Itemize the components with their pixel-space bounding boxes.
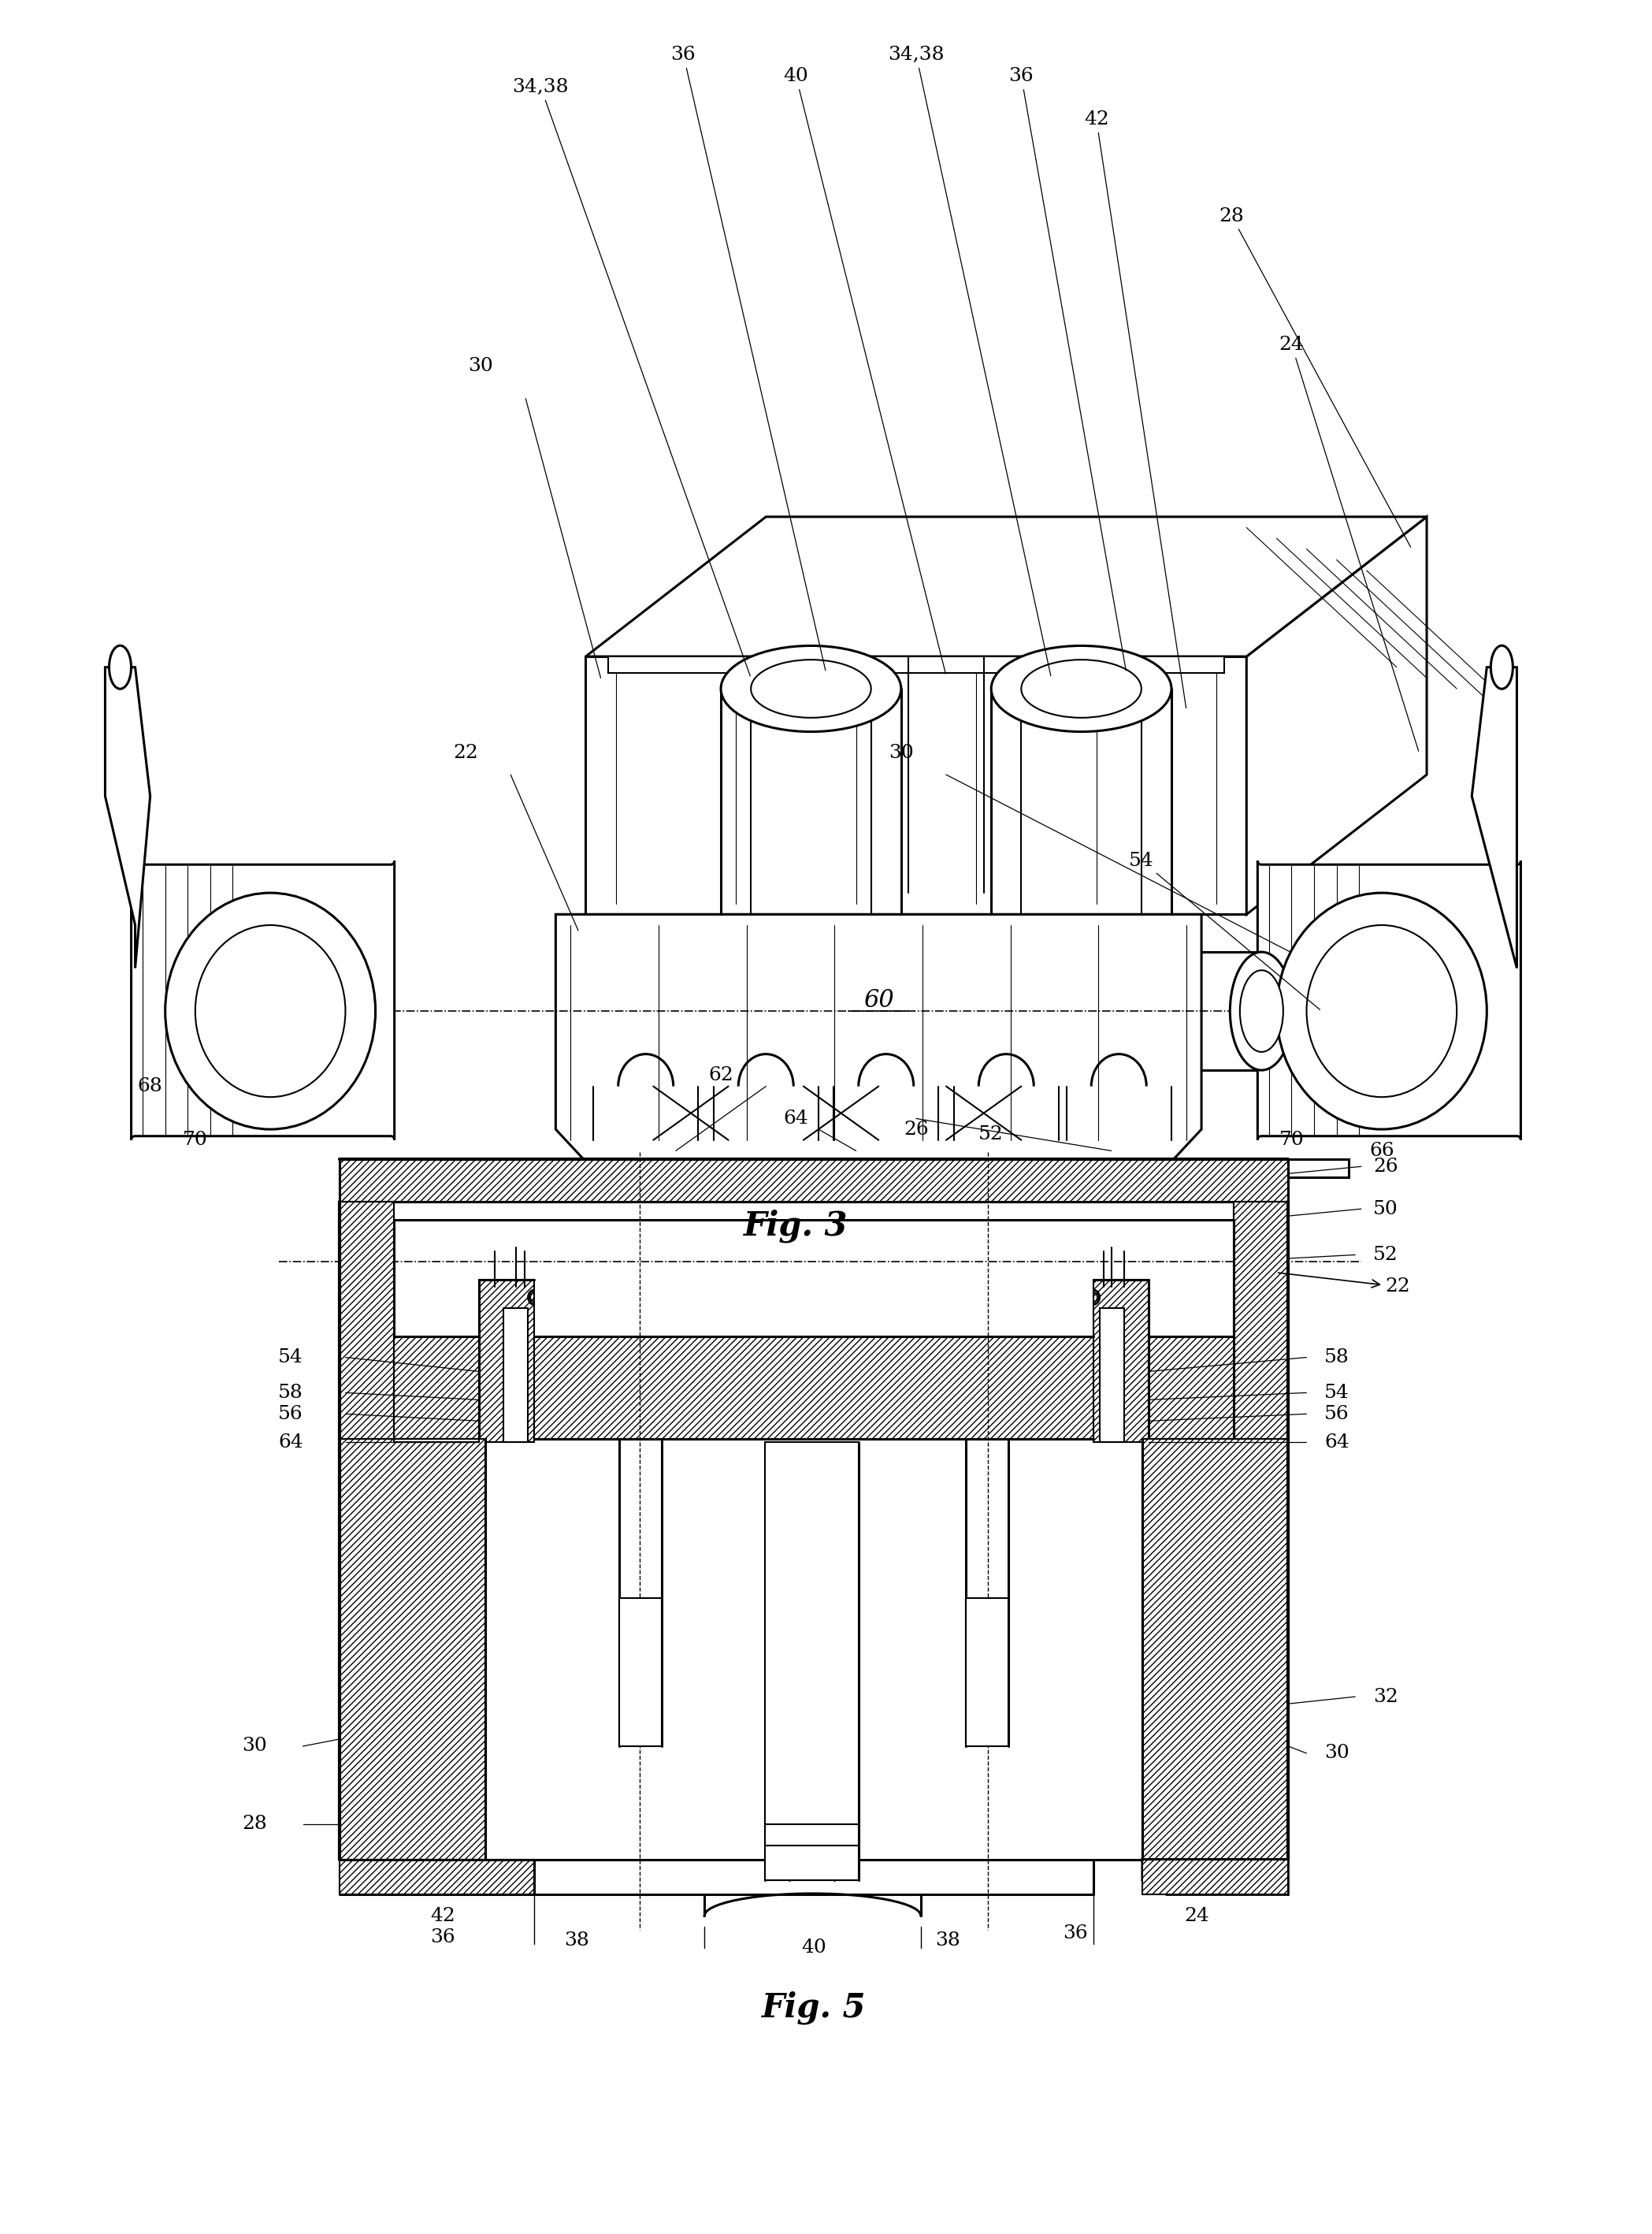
- Text: 36: 36: [1009, 67, 1127, 670]
- Bar: [395, 1336, 534, 1439]
- Ellipse shape: [1021, 659, 1142, 717]
- FancyBboxPatch shape: [1257, 860, 1521, 1139]
- Bar: [339, 1439, 486, 1859]
- Text: 40: 40: [801, 1939, 826, 1957]
- Text: 34,38: 34,38: [887, 45, 1051, 677]
- Text: 54: 54: [1128, 851, 1320, 1010]
- Bar: [1142, 1439, 1289, 1859]
- Bar: [504, 1307, 529, 1443]
- Text: 28: 28: [1219, 208, 1411, 547]
- Text: 70: 70: [183, 1130, 208, 1148]
- Bar: [534, 1336, 1094, 1439]
- Text: 28: 28: [241, 1814, 266, 1834]
- Text: 68: 68: [137, 1077, 162, 1095]
- Text: 30: 30: [468, 357, 492, 375]
- Bar: [1142, 1859, 1289, 1894]
- Ellipse shape: [991, 646, 1171, 733]
- Bar: [966, 1597, 1008, 1747]
- Bar: [608, 657, 1224, 672]
- Bar: [1094, 1280, 1148, 1443]
- Text: 64: 64: [278, 1434, 304, 1452]
- Text: 66: 66: [1370, 1142, 1394, 1159]
- Ellipse shape: [1307, 925, 1457, 1097]
- Text: 32: 32: [1373, 1687, 1398, 1707]
- Text: 22: 22: [453, 744, 477, 762]
- Text: 42: 42: [430, 1908, 456, 1926]
- Text: 58: 58: [278, 1383, 304, 1401]
- Ellipse shape: [752, 659, 871, 717]
- Polygon shape: [1142, 1859, 1289, 1894]
- Ellipse shape: [109, 646, 131, 688]
- Polygon shape: [1247, 516, 1427, 914]
- Text: 40: 40: [783, 67, 945, 675]
- Text: 70: 70: [1279, 1130, 1303, 1148]
- Bar: [765, 1443, 859, 1881]
- Ellipse shape: [1277, 894, 1487, 1130]
- Ellipse shape: [165, 894, 375, 1130]
- Text: 42: 42: [1084, 109, 1186, 708]
- Bar: [339, 1159, 1289, 1202]
- Text: 26: 26: [904, 1119, 928, 1139]
- Text: 50: 50: [1373, 1200, 1398, 1218]
- Text: 26: 26: [1373, 1157, 1398, 1175]
- Bar: [1234, 1202, 1289, 1439]
- Text: 64: 64: [783, 1110, 808, 1128]
- Polygon shape: [1472, 668, 1517, 967]
- Polygon shape: [586, 516, 1427, 657]
- Text: 54: 54: [1325, 1383, 1350, 1401]
- Bar: [1094, 1336, 1234, 1439]
- Text: 36: 36: [430, 1928, 456, 1946]
- Text: Fig. 5: Fig. 5: [762, 1990, 866, 2024]
- Text: 56: 56: [1325, 1405, 1350, 1423]
- Polygon shape: [555, 914, 1201, 1162]
- Bar: [339, 1202, 395, 1439]
- Text: 62: 62: [709, 1066, 733, 1086]
- Text: 34,38: 34,38: [512, 78, 750, 677]
- Bar: [1100, 1307, 1123, 1443]
- Bar: [479, 1280, 534, 1443]
- Text: 36: 36: [671, 45, 826, 670]
- Ellipse shape: [1241, 970, 1284, 1052]
- Text: Fig. 3: Fig. 3: [743, 1209, 847, 1242]
- Text: 58: 58: [1325, 1349, 1350, 1367]
- Text: 30: 30: [1325, 1745, 1350, 1763]
- Polygon shape: [395, 1439, 479, 1443]
- Text: 56: 56: [278, 1405, 304, 1423]
- Text: 30: 30: [241, 1738, 266, 1756]
- Bar: [339, 1859, 534, 1894]
- Polygon shape: [586, 657, 1247, 914]
- Text: 38: 38: [563, 1932, 590, 1950]
- Text: 30: 30: [889, 744, 914, 762]
- Text: 36: 36: [1062, 1923, 1089, 1944]
- Text: 60: 60: [864, 987, 894, 1012]
- Ellipse shape: [720, 646, 900, 733]
- Ellipse shape: [195, 925, 345, 1097]
- Ellipse shape: [1231, 952, 1294, 1070]
- Ellipse shape: [1490, 646, 1513, 688]
- Text: 24: 24: [1184, 1908, 1209, 1926]
- Text: 64: 64: [1325, 1434, 1350, 1452]
- Text: 52: 52: [1373, 1247, 1398, 1264]
- Text: 22: 22: [1279, 1273, 1411, 1296]
- Text: 52: 52: [978, 1126, 1004, 1144]
- Bar: [620, 1597, 662, 1747]
- Text: 38: 38: [935, 1932, 960, 1950]
- Polygon shape: [106, 668, 150, 967]
- Text: 54: 54: [278, 1349, 304, 1367]
- Text: 24: 24: [1279, 335, 1419, 751]
- FancyBboxPatch shape: [131, 860, 395, 1139]
- Polygon shape: [1289, 1159, 1350, 1177]
